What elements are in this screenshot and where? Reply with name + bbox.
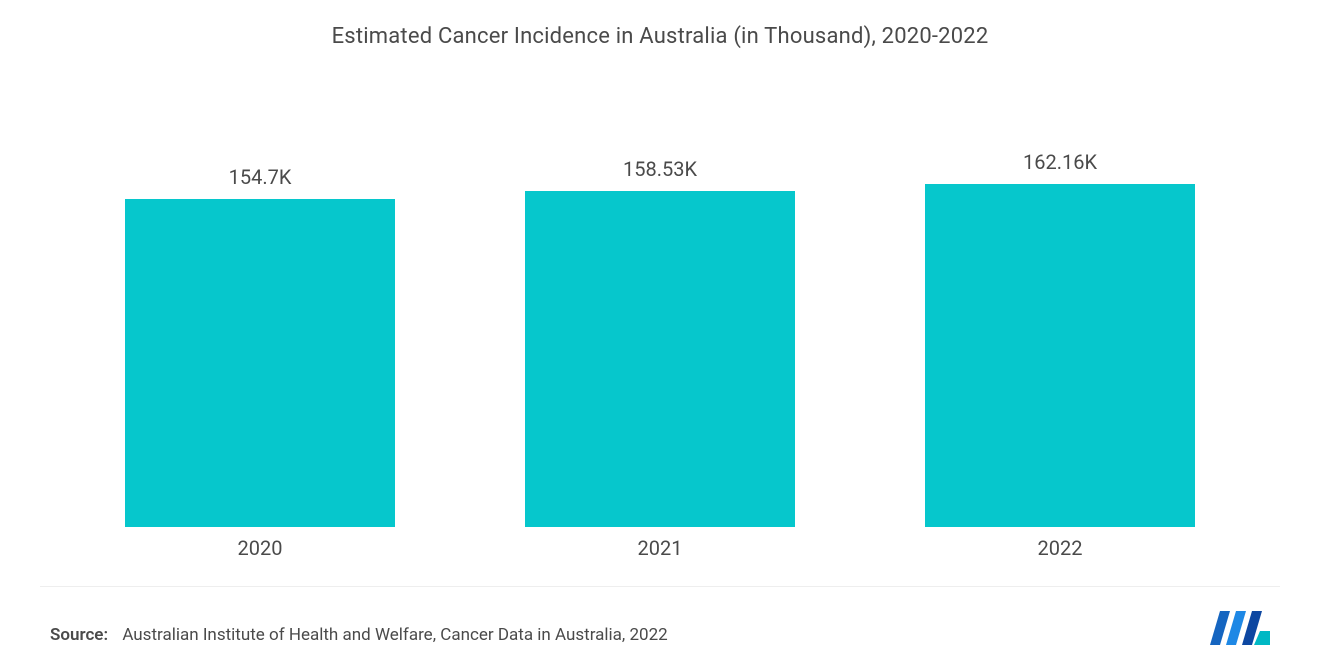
source-text: Australian Institute of Health and Welfa… <box>122 625 667 645</box>
mordor-intelligence-logo-icon <box>1206 605 1270 645</box>
bar-group-2022: 162.16K <box>860 150 1260 527</box>
chart-footer: Source: Australian Institute of Health a… <box>40 586 1280 645</box>
bar <box>125 199 395 527</box>
source-label: Source: <box>50 625 108 645</box>
x-axis-labels: 2020 2021 2022 <box>60 528 1260 576</box>
x-label: 2020 <box>60 528 460 560</box>
bar <box>925 184 1195 527</box>
bars-row: 154.7K 158.53K 162.16K <box>60 59 1260 528</box>
bar-value-label: 154.7K <box>229 165 292 189</box>
x-label: 2021 <box>460 528 860 560</box>
x-label: 2022 <box>860 528 1260 560</box>
bar-group-2020: 154.7K <box>60 165 460 527</box>
source-line: Source: Australian Institute of Health a… <box>50 625 668 645</box>
chart-title: Estimated Cancer Incidence in Australia … <box>40 24 1280 49</box>
bar <box>525 191 795 527</box>
plot-area: 154.7K 158.53K 162.16K 2020 2021 2022 <box>60 59 1260 576</box>
bar-value-label: 162.16K <box>1023 150 1097 174</box>
chart-container: Estimated Cancer Incidence in Australia … <box>0 0 1320 665</box>
bar-value-label: 158.53K <box>623 157 697 181</box>
bar-group-2021: 158.53K <box>460 157 860 527</box>
